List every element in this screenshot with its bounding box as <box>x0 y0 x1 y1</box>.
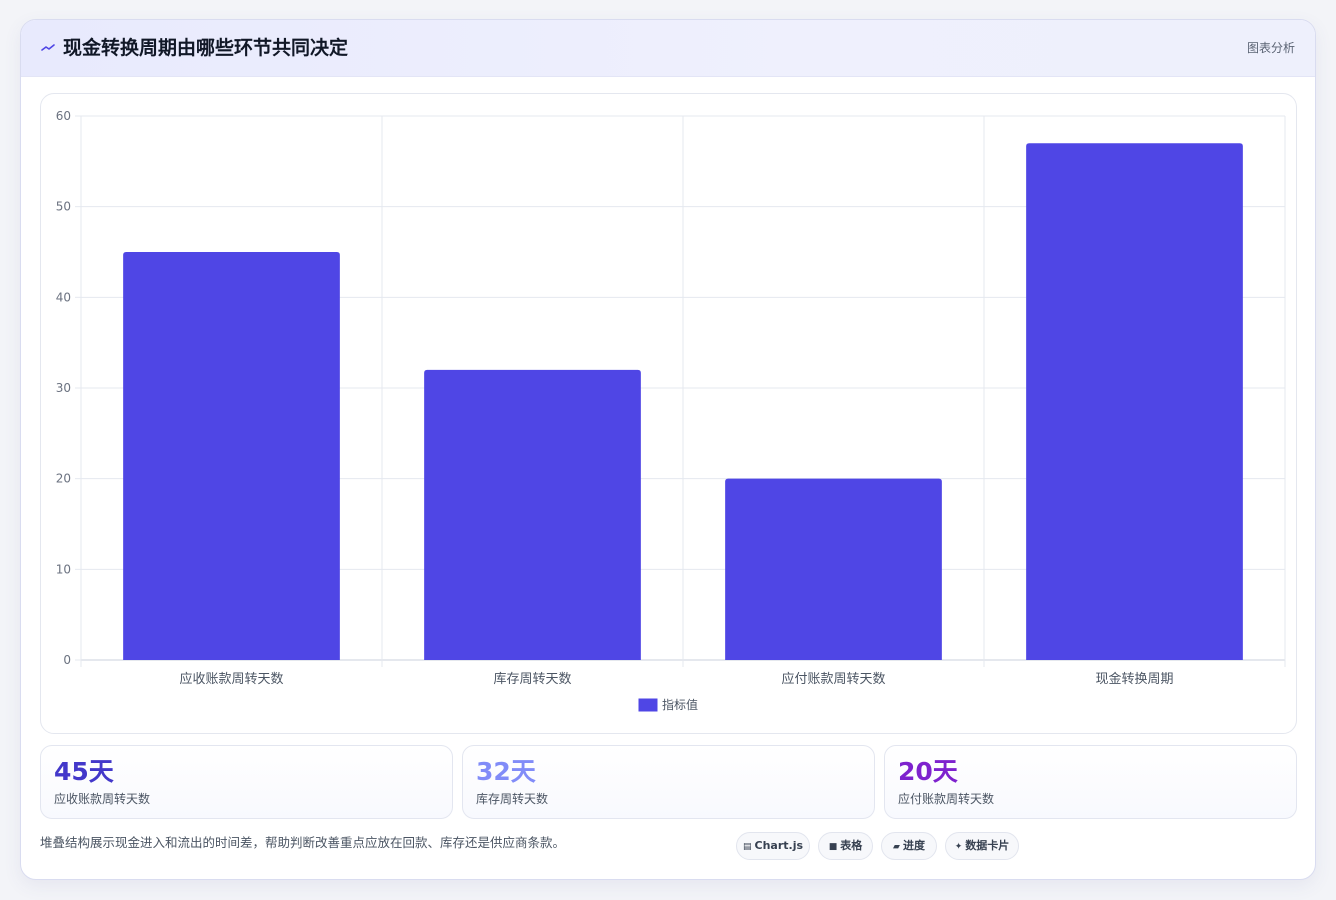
x-tick-label: 库存周转天数 <box>493 671 571 687</box>
tag-progress[interactable]: ▰ 进度 <box>881 832 937 860</box>
tag-label: Chart.js <box>754 839 804 852</box>
bar <box>424 369 641 660</box>
stat-label: 库存周转天数 <box>476 792 549 806</box>
y-tick-label: 30 <box>56 381 71 395</box>
tag-data-card[interactable]: ✦ 数据卡片 <box>945 832 1019 860</box>
stat-label: 应付账款周转天数 <box>898 792 995 806</box>
tag-label: 表格 <box>840 839 863 852</box>
x-tick-label: 现金转换周期 <box>1095 671 1173 687</box>
stat-value: 32天 <box>476 757 536 786</box>
stat-card-inventory: 32天 库存周转天数 <box>462 745 875 819</box>
chart-icon: ▤ <box>742 842 752 852</box>
tag-label: 进度 <box>902 839 925 852</box>
card-icon: ✦ <box>954 842 963 852</box>
stat-value: 20天 <box>898 757 958 786</box>
y-tick-label: 10 <box>56 562 71 576</box>
y-tick-label: 40 <box>56 290 71 304</box>
tag-table[interactable]: ■ 表格 <box>818 832 873 860</box>
stat-card-payable: 20天 应付账款周转天数 <box>884 745 1297 819</box>
y-tick-label: 50 <box>56 200 71 214</box>
chart-panel: 0 10 20 30 40 50 60 应收账款周转天数 库存周转天数 应付账款周转天数 现金转换周… <box>40 93 1297 734</box>
stat-label: 应收账款周转天数 <box>54 792 151 806</box>
legend-swatch <box>638 698 658 712</box>
page-title: 现金转换周期由哪些环节共同决定 <box>63 37 349 59</box>
bar-chart: 0 10 20 30 40 50 60 应收账款周转天数 库存周转天数 应付账款周转天数 现金转换周… <box>56 109 1286 712</box>
y-tick-label: 20 <box>56 472 71 486</box>
table-icon: ■ <box>828 842 838 852</box>
footer-note: 堆叠结构展示现金进入和流出的时间差，帮助判断改善重点应放在回款、库存还是供应商条… <box>40 835 566 850</box>
legend-label: 指标值 <box>662 697 698 712</box>
x-tick-label: 应收账款周转天数 <box>179 671 283 687</box>
bar <box>123 252 340 660</box>
y-tick-label: 60 <box>56 109 71 123</box>
y-tick-label: 0 <box>63 653 71 667</box>
trend-icon <box>41 39 57 57</box>
x-tick-label: 应付账款周转天数 <box>781 671 885 687</box>
stat-value: 45天 <box>54 757 114 786</box>
stat-card-receivable: 45天 应收账款周转天数 <box>40 745 453 819</box>
bar <box>1026 143 1243 660</box>
card-header: 现金转换周期由哪些环节共同决定 图表分析 <box>21 20 1315 77</box>
progress-icon: ▰ <box>893 842 900 852</box>
tag-chartjs[interactable]: ▤ Chart.js <box>736 832 810 860</box>
bar <box>725 478 942 660</box>
tag-label: 数据卡片 <box>965 839 1010 852</box>
chart-analysis-link[interactable]: 图表分析 <box>1246 41 1295 55</box>
chart-card: 现金转换周期由哪些环节共同决定 图表分析 0 10 20 30 40 50 60 应收账款周转… <box>20 19 1316 880</box>
